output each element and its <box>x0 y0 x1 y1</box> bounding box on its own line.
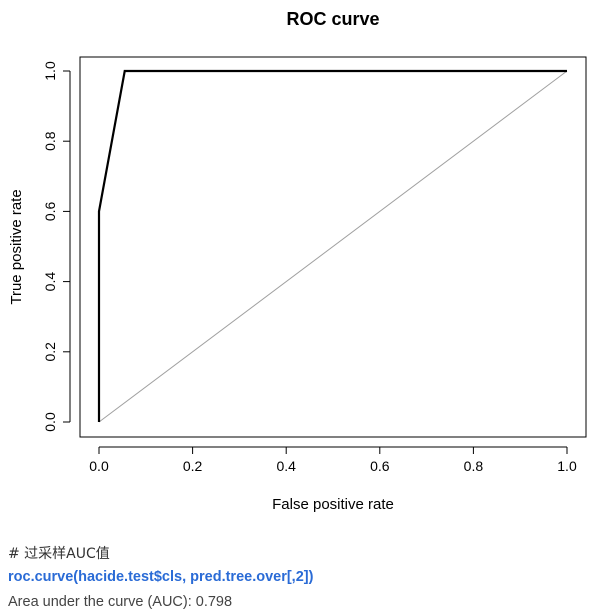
x-tick-label: 1.0 <box>557 458 577 474</box>
roc-chart: ROC curve 0.0 0.2 0.4 0.6 0.8 1.0 0.00.20.40.… <box>8 9 587 513</box>
y-tick-label: 0.4 <box>42 272 58 292</box>
auc-result: Area under the curve (AUC): 0.798 <box>8 594 233 610</box>
x-axis-label: False positive rate <box>272 496 394 513</box>
y-tick-label: 0.0 <box>42 412 58 432</box>
code-comment: # 过采样AUC值 <box>8 546 110 562</box>
y-tick-label: 0.2 <box>42 342 58 362</box>
x-axis: 0.0 0.2 0.4 0.6 0.8 1.0 <box>89 446 577 474</box>
y-tick-label: 0.8 <box>42 131 58 151</box>
y-tick-label: 0.6 <box>42 201 58 221</box>
x-tick-label: 0.6 <box>370 458 390 474</box>
x-tick-label: 0.2 <box>183 458 203 474</box>
x-tick-label: 0.0 <box>89 458 109 474</box>
chance-diagonal-line <box>98 70 568 423</box>
code-line: roc.curve(hacide.test$cls, pred.tree.ove… <box>8 569 314 585</box>
y-axis: 0.0 0.2 0.4 0.6 0.8 1.0 <box>42 61 71 432</box>
roc-curve-line <box>97 69 567 422</box>
y-axis-label: True positive rate <box>8 189 25 304</box>
y-tick-label: 1.0 <box>42 61 58 81</box>
x-tick-label: 0.8 <box>464 458 484 474</box>
plot-frame <box>79 56 587 438</box>
x-tick-label: 0.4 <box>276 458 296 474</box>
chart-title: ROC curve <box>286 9 379 29</box>
